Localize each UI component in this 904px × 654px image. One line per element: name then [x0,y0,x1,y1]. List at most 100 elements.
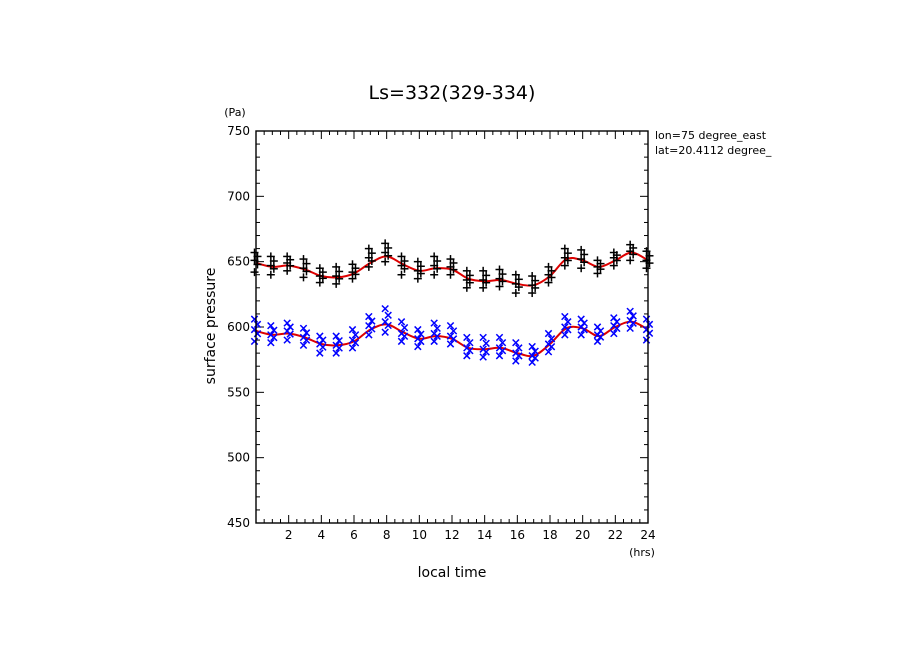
marker-stroke [577,331,585,339]
marker-stroke [626,324,634,333]
cross-marker [479,353,487,361]
cross-marker [332,341,340,350]
plus-marker [266,261,275,270]
marker-stroke [270,326,278,334]
marker-stroke [446,332,455,340]
plus-marker [580,250,589,259]
marker-stroke [512,349,520,357]
plus-marker [446,270,455,279]
cross-marker [299,324,308,333]
plus-marker [367,249,376,258]
marker-stroke [561,331,569,339]
plus-marker [302,259,311,268]
marker-stroke [463,344,471,352]
cross-marker [267,338,275,347]
marker-stroke [368,317,376,325]
x-tick-label: 24 [640,528,655,542]
cross-marker [610,314,618,322]
cross-marker [430,329,438,338]
marker-stroke [446,321,455,330]
marker-stroke [479,333,487,342]
plus-marker [335,267,344,276]
marker-stroke [512,357,520,365]
cross-marker [283,336,291,344]
plus-marker [413,274,422,283]
plus-marker [315,264,324,273]
plus-marker [560,244,569,253]
plus-marker [384,243,393,252]
marker-stroke [547,335,556,343]
cross-marker [446,332,455,340]
marker-stroke [332,349,340,357]
plus-marker [400,257,409,266]
cross-marker [449,327,458,335]
marker-stroke [463,352,471,360]
cross-marker [433,324,441,333]
marker-stroke [495,344,504,352]
plus-marker [560,253,569,262]
plus-marker [283,252,292,261]
marker-stroke [267,338,275,347]
marker-stroke [498,338,507,347]
marker-stroke [479,353,487,361]
cross-marker [463,344,471,352]
cross-marker [495,352,504,360]
plus-marker [381,257,390,266]
marker-stroke [613,318,621,326]
marker-stroke [466,338,474,347]
cross-marker [381,304,389,313]
marker-stroke [397,318,406,326]
cross-marker [430,319,438,327]
marker-stroke [414,342,422,351]
marker-stroke [430,319,438,327]
x-tick-label: 12 [444,528,459,542]
cross-marker [414,342,422,351]
x-tick-label: 18 [542,528,557,542]
cross-marker [512,349,520,357]
marker-stroke [528,358,536,367]
cross-marker [365,331,373,339]
plus-marker [269,257,278,266]
plus-marker [430,261,439,270]
plus-marker [381,248,390,257]
marker-stroke [283,319,291,327]
marker-stroke [400,323,409,332]
cross-marker [250,337,259,346]
cross-marker [577,331,585,339]
marker-stroke [512,338,520,347]
y-tick-label: 550 [227,385,250,399]
plus-marker [430,270,439,279]
marker-stroke [433,324,441,333]
marker-stroke [561,312,569,321]
plus-marker [299,264,308,273]
plus-marker [528,289,537,298]
cross-marker [414,325,422,334]
plus-marker [511,270,520,279]
cross-marker [299,333,308,342]
marker-stroke [593,323,602,331]
plus-marker [609,248,618,257]
cross-marker [381,328,389,336]
marker-stroke [561,323,569,331]
cross-marker [351,331,360,339]
marker-stroke [430,337,438,346]
y-tick-label: 500 [227,451,250,465]
marker-stroke [316,332,324,340]
cross-marker [626,307,634,316]
marker-stroke [528,342,536,351]
cross-marker [531,347,539,355]
x-tick-label: 4 [318,528,326,542]
plus-marker [299,273,308,282]
cross-marker [528,342,536,351]
cross-marker [316,349,324,357]
marker-stroke [302,329,311,337]
marker-stroke [351,331,360,339]
plus-marker [266,270,275,279]
cross-marker [547,335,556,343]
cross-marker [626,324,634,333]
plus-marker [433,257,442,266]
cross-marker [400,323,409,332]
plus-marker [511,279,520,288]
cross-marker [414,335,422,343]
